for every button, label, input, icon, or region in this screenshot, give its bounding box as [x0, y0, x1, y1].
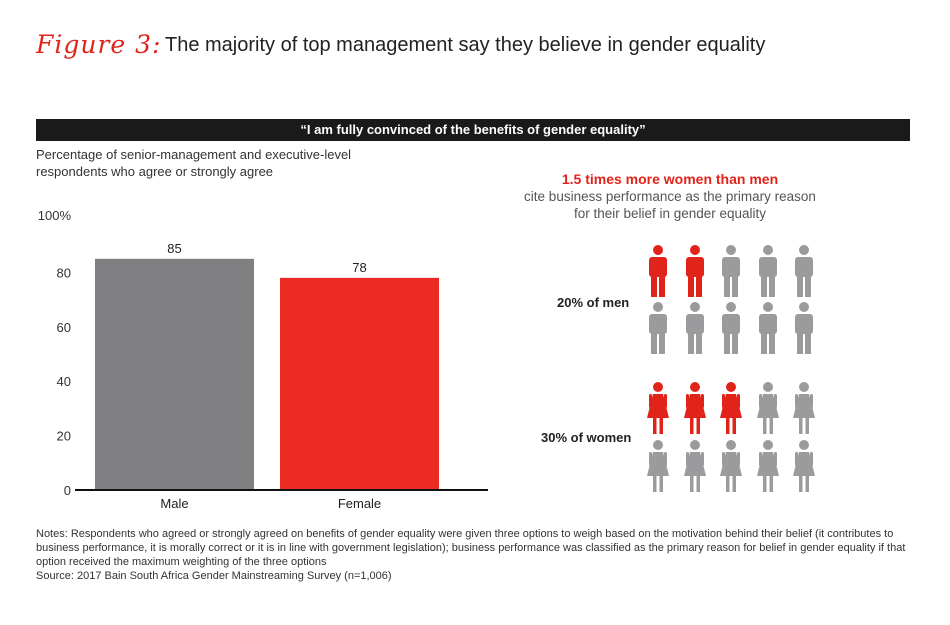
- bar-female: [280, 277, 439, 490]
- callout-highlight: 1.5 times more women than men: [561, 171, 779, 187]
- male-person-icon: [722, 302, 740, 354]
- figure-title: The majority of top management say they …: [165, 34, 766, 56]
- callout-text: cite business performance as the primary…: [524, 189, 816, 221]
- chart-subtitle: Percentage of senior-management and exec…: [36, 147, 352, 179]
- female-person-icon: [684, 440, 706, 492]
- male-person-icon: [722, 245, 740, 297]
- male-person-icon: [686, 302, 704, 354]
- notes: Notes: Respondents who agreed or strongl…: [36, 527, 916, 583]
- female-person-icon: [757, 440, 779, 492]
- male-person-icon: [649, 245, 667, 297]
- female-person-icon: [720, 440, 742, 492]
- male-person-icon: [795, 245, 813, 297]
- female-person-icon: [793, 440, 815, 492]
- callout: 1.5 times more women than men cite busin…: [520, 170, 820, 222]
- notes-text: Notes: Respondents who agreed or strongl…: [36, 528, 906, 568]
- figure-label: Figure 3:: [36, 30, 162, 59]
- female-person-icon: [757, 382, 779, 434]
- male-person-icon: [649, 302, 667, 354]
- y-tick-label: 60: [57, 320, 71, 335]
- female-person-icon: [647, 382, 669, 434]
- bar-value-label: 85: [167, 241, 181, 256]
- y-tick-label: 20: [57, 429, 71, 444]
- women-row-label: 30% of women: [541, 430, 632, 445]
- male-person-icon: [759, 302, 777, 354]
- bar-male: [95, 258, 254, 490]
- quote-banner: “I am fully convinced of the benefits of…: [36, 119, 910, 141]
- female-person-icon: [720, 382, 742, 434]
- x-tick-label: Female: [338, 496, 381, 511]
- male-person-icon: [795, 302, 813, 354]
- female-person-icon: [684, 382, 706, 434]
- male-person-icon: [759, 245, 777, 297]
- men-row-label: 20% of men: [557, 295, 630, 310]
- y-tick-label: 80: [57, 265, 71, 280]
- female-person-icon: [647, 440, 669, 492]
- y-tick-label: 0: [64, 483, 71, 498]
- male-person-icon: [686, 245, 704, 297]
- bar-value-label: 78: [352, 260, 366, 275]
- female-person-icon: [793, 382, 815, 434]
- y-tick-label: 40: [57, 374, 71, 389]
- y-top-label: 100%: [38, 208, 72, 223]
- x-tick-label: Male: [160, 496, 188, 511]
- source-text: Source: 2017 Bain South Africa Gender Ma…: [36, 570, 392, 582]
